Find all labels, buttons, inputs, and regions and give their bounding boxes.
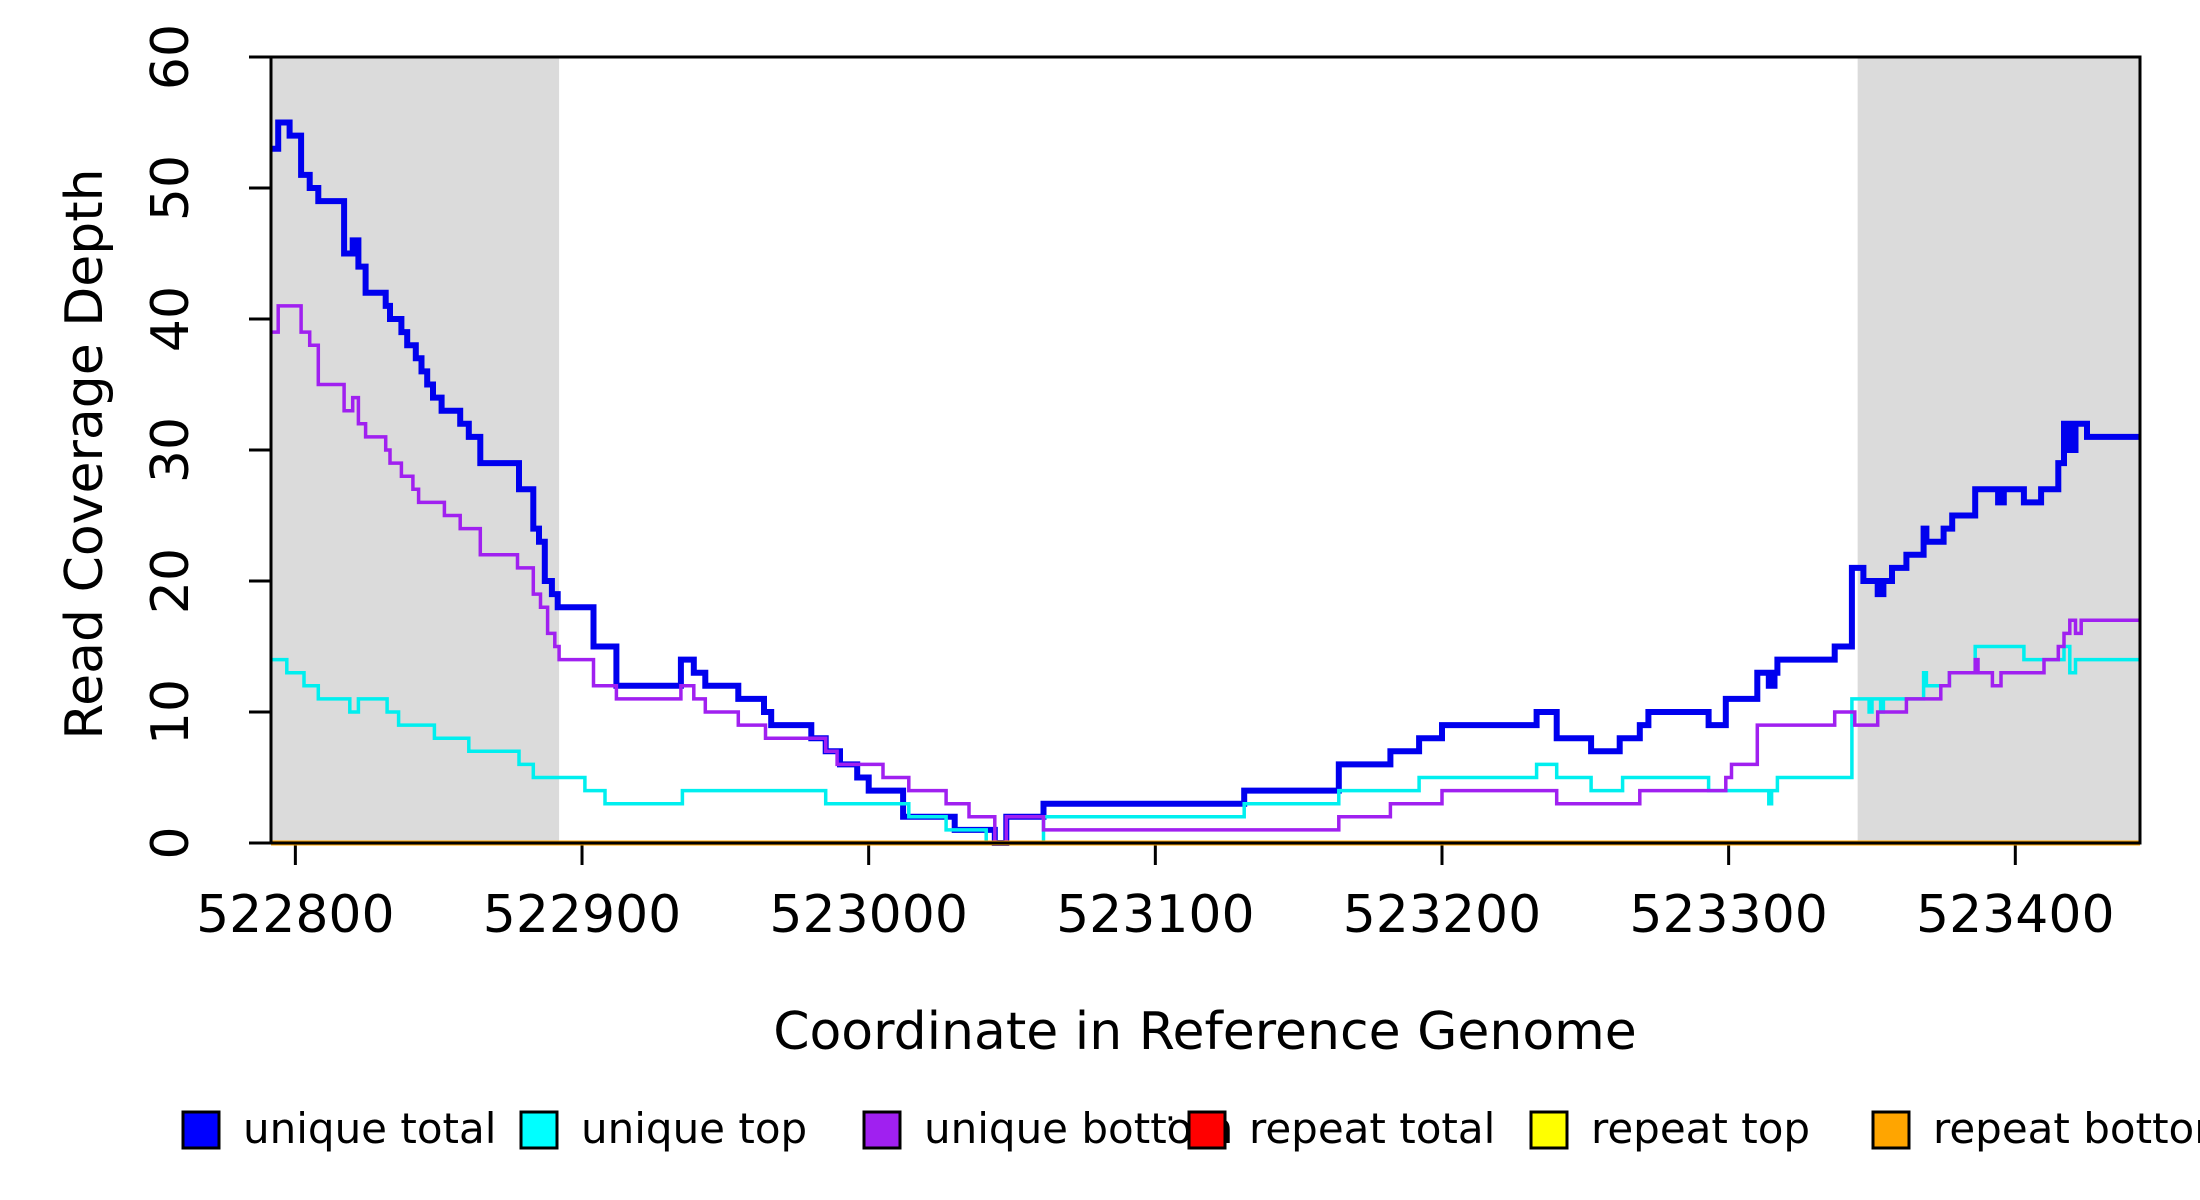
y-axis-title: Read Coverage Depth <box>55 168 115 740</box>
x-tick-label: 523000 <box>769 885 968 945</box>
y-tick-label: 50 <box>141 155 201 221</box>
y-tick-label: 20 <box>141 548 201 614</box>
legend-swatch-repeat-top <box>1529 1110 1569 1150</box>
legend-label-repeat-bottom: repeat bottom <box>1933 1104 2200 1153</box>
legend-swatch-unique-total <box>181 1110 221 1150</box>
x-tick-label: 522800 <box>196 885 395 945</box>
y-tick-label: 10 <box>141 679 201 745</box>
x-tick-label: 522900 <box>483 885 682 945</box>
legend-label-unique-bottom: unique bottom <box>924 1104 1233 1153</box>
legend-swatch-repeat-total <box>1187 1110 1227 1150</box>
legend-label-repeat-total: repeat total <box>1249 1104 1495 1153</box>
y-tick-label: 0 <box>141 826 201 859</box>
x-tick-label: 523200 <box>1343 885 1542 945</box>
series-unique-bottom <box>271 304 2140 845</box>
legend-label-unique-top: unique top <box>581 1104 807 1153</box>
x-tick-label: 523300 <box>1629 885 1828 945</box>
y-tick-label: 30 <box>141 417 201 483</box>
legend-label-repeat-top: repeat top <box>1591 1104 1810 1153</box>
legend-swatch-repeat-bottom <box>1871 1110 1911 1150</box>
stray-dot: · <box>1165 1099 1176 1139</box>
plot-frame <box>269 55 2142 845</box>
legend-label-unique-total: unique total <box>243 1104 496 1153</box>
legend-swatch-unique-top <box>519 1110 559 1150</box>
x-tick-label: 523100 <box>1056 885 1255 945</box>
x-axis-title: Coordinate in Reference Genome <box>773 1002 1637 1062</box>
series-unique-top <box>271 644 2140 845</box>
repeat-region-right <box>1857 57 2140 843</box>
y-tick-label: 40 <box>141 286 201 352</box>
series-unique-total <box>271 119 2140 846</box>
y-tick-label: 60 <box>141 24 201 90</box>
x-tick-label: 523400 <box>1916 885 2115 945</box>
legend-swatch-unique-bottom <box>862 1110 902 1150</box>
